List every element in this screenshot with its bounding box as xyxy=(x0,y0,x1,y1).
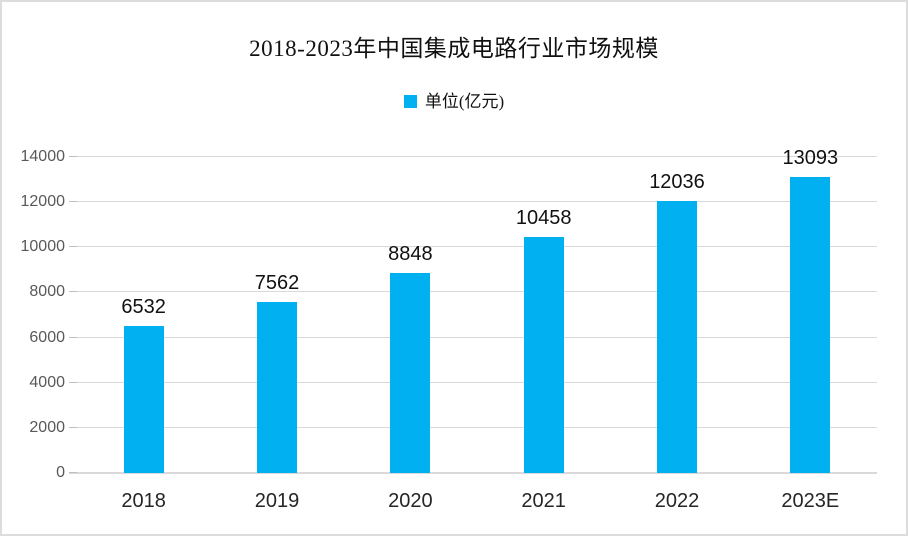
y-axis-tick xyxy=(69,291,77,293)
bar-value-label: 13093 xyxy=(782,147,839,170)
gridline xyxy=(75,426,877,428)
plot-area: 0 2000 4000 6000 8000 10000 12000 14000 6532 2018… xyxy=(21,147,877,512)
bar-value-label: 6532 xyxy=(121,295,166,318)
y-axis-label: 14000 xyxy=(20,148,66,165)
bar-value-label: 10458 xyxy=(515,206,572,229)
legend: 单位(亿元) xyxy=(2,87,906,112)
bar xyxy=(790,177,831,473)
y-axis-tick xyxy=(69,426,77,428)
y-axis-label: 0 xyxy=(56,464,65,481)
legend-swatch-icon xyxy=(403,95,417,108)
x-axis-label: 2020 xyxy=(388,490,433,512)
y-axis-tick xyxy=(69,156,77,157)
y-axis-tick xyxy=(69,336,77,338)
bar xyxy=(123,325,164,473)
x-axis-label: 2023E xyxy=(781,490,840,512)
bar-value-label: 12036 xyxy=(649,171,705,194)
y-axis-tick xyxy=(69,472,77,473)
bar xyxy=(390,273,431,473)
bar xyxy=(257,302,297,473)
bar xyxy=(657,201,697,473)
bar xyxy=(523,236,564,473)
bar-value-label: 8848 xyxy=(388,243,433,266)
x-axis-label: 2021 xyxy=(521,490,566,512)
gridline xyxy=(75,381,877,383)
gridline xyxy=(75,336,877,338)
chart-title: 2018-2023年中国集成电路行业市场规模 xyxy=(249,36,659,61)
y-axis-label: 2000 xyxy=(29,418,65,436)
x-axis-label: 2018 xyxy=(121,490,166,512)
y-axis-label: 8000 xyxy=(29,283,65,301)
y-axis-label: 6000 xyxy=(29,328,65,346)
y-axis-label: 12000 xyxy=(20,193,66,211)
gridline xyxy=(75,246,877,248)
legend-label: 单位(亿元) xyxy=(424,92,505,111)
y-axis-tick xyxy=(69,246,77,248)
x-axis-label: 2019 xyxy=(254,490,300,512)
gridline xyxy=(75,156,877,157)
gridline xyxy=(75,201,877,203)
y-axis-tick xyxy=(69,201,77,203)
gridline xyxy=(75,291,877,293)
x-axis-line xyxy=(69,472,877,474)
y-axis-tick xyxy=(69,381,77,383)
y-axis-label: 4000 xyxy=(29,373,65,391)
bar-value-label: 7562 xyxy=(254,272,300,295)
y-axis-label: 10000 xyxy=(20,238,66,256)
x-axis-label: 2022 xyxy=(654,490,700,512)
